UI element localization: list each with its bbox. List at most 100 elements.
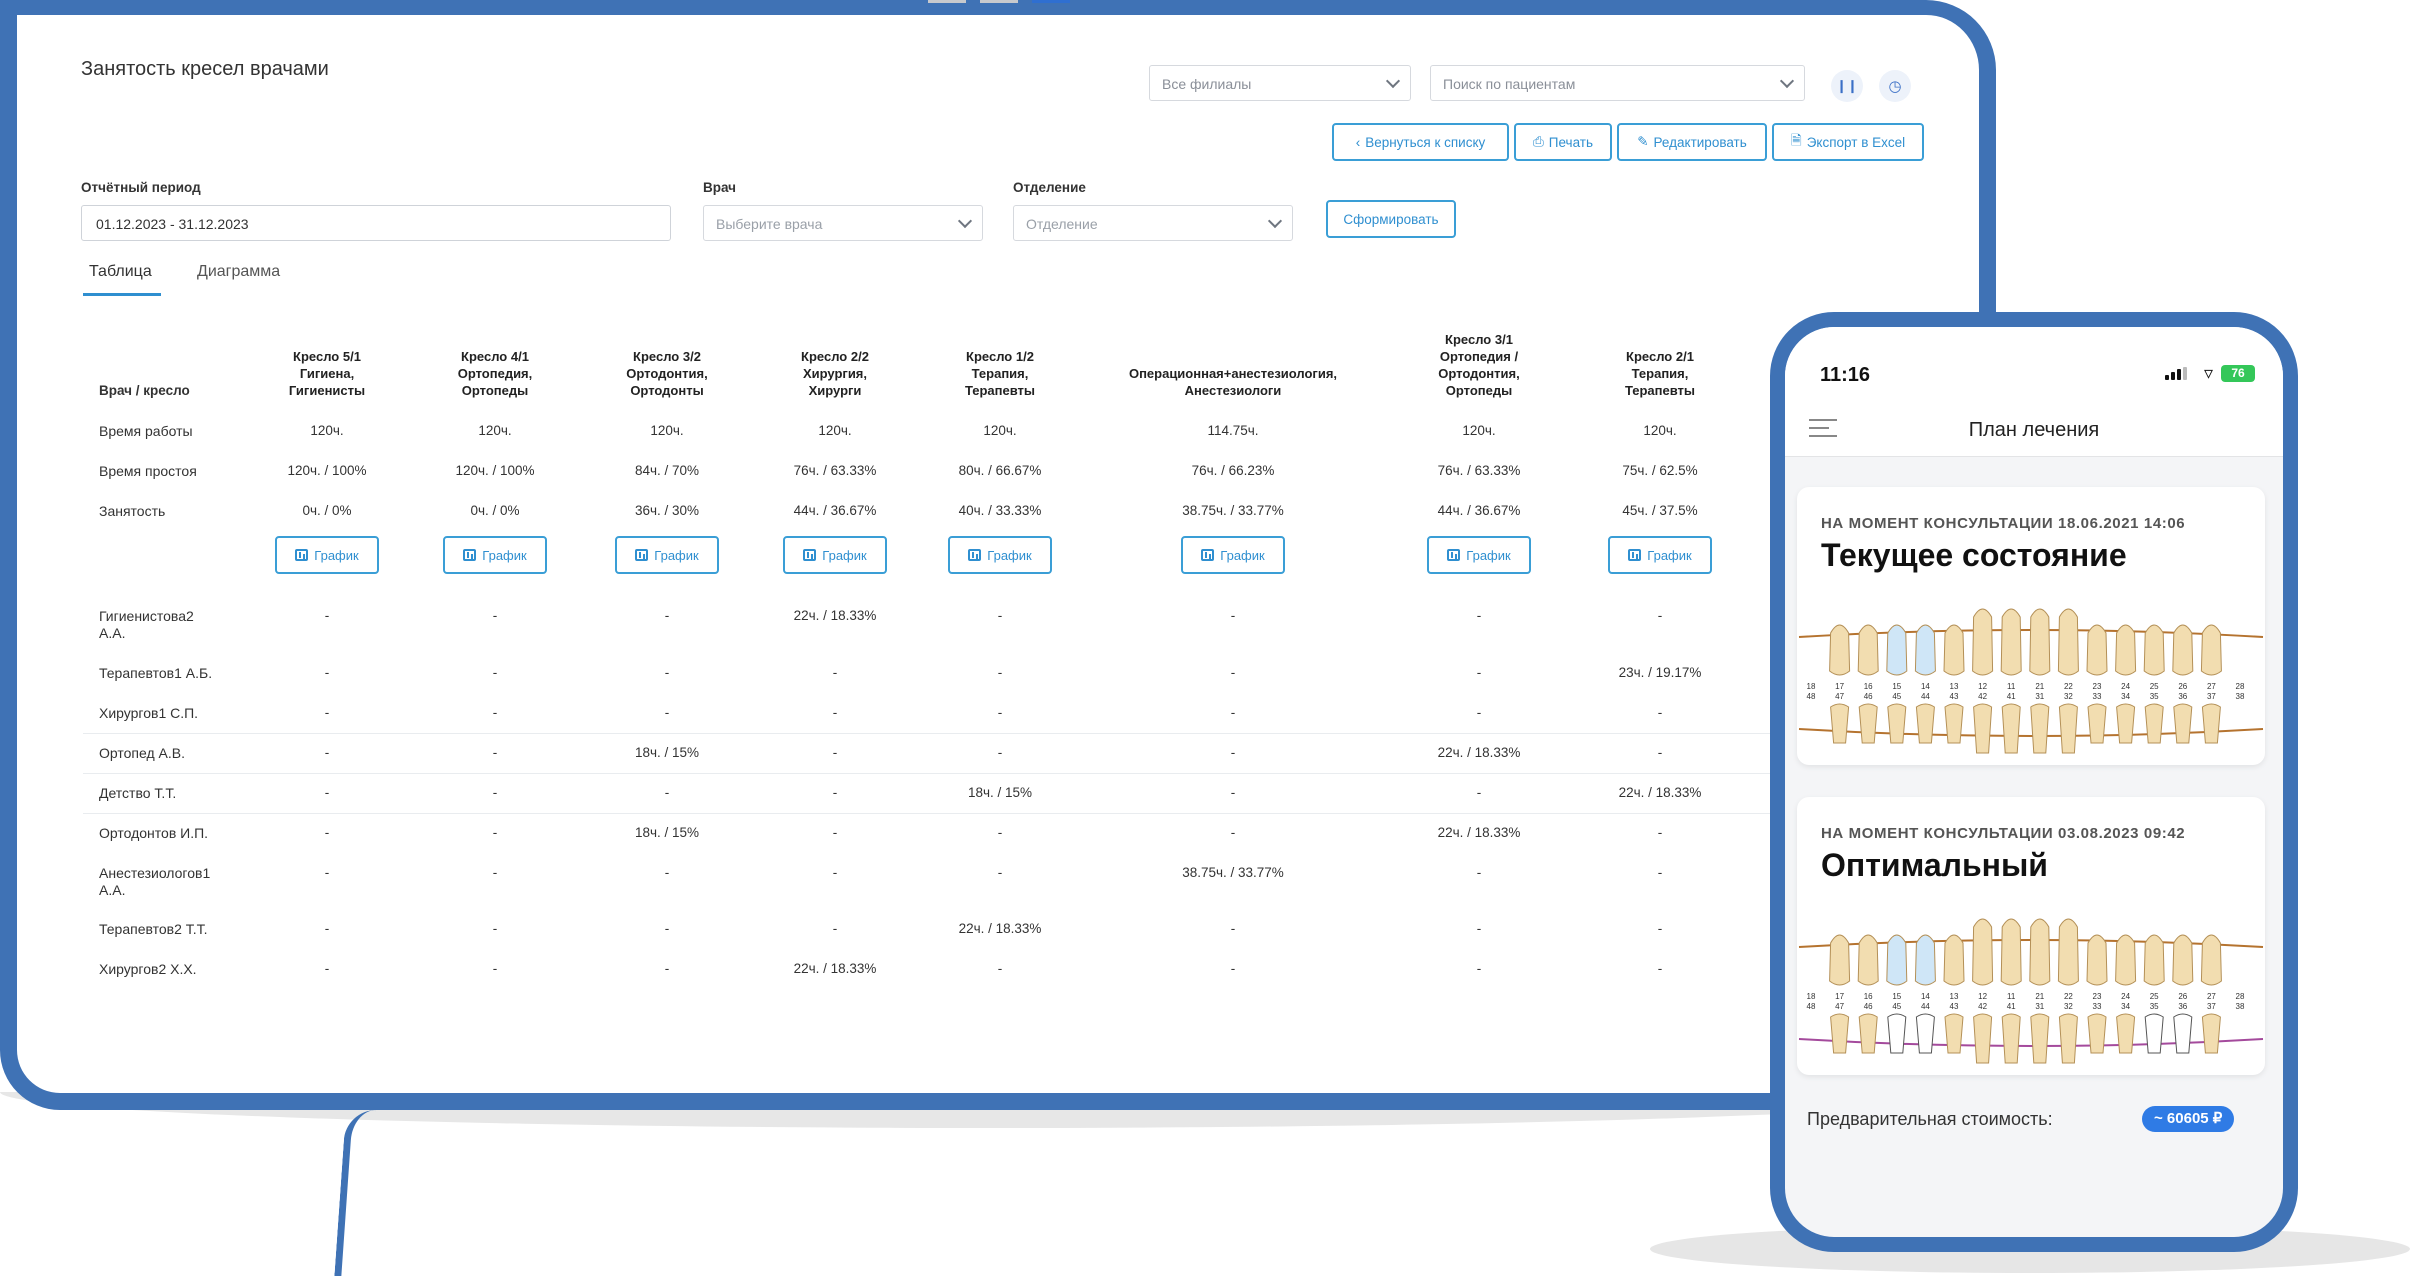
tooth-number: 34 [2121, 692, 2130, 701]
pager-dot[interactable] [980, 0, 1018, 3]
table-cell: - [832, 665, 838, 680]
card-subtitle: НА МОМЕНТ КОНСУЛЬТАЦИИ 18.06.2021 14:06 [1821, 515, 2186, 532]
lower-tooth [2173, 703, 2193, 744]
table-cell: - [997, 705, 1003, 720]
doctor-name-line: Терапевтов1 А.Б. [99, 665, 213, 681]
hamburger-menu-icon[interactable] [1809, 419, 1837, 443]
table-cell: - [324, 921, 330, 936]
chart-button[interactable]: График [948, 536, 1052, 574]
print-button[interactable]: ⎙ Печать [1514, 123, 1612, 161]
table-cell: - [492, 865, 498, 880]
branch-select[interactable]: Все филиалы [1149, 65, 1411, 101]
tab-diagram[interactable]: Диаграмма [197, 263, 281, 280]
table-cell: 0ч. / 0% [302, 503, 352, 518]
export-excel-button[interactable]: 🗎 Экспорт в Excel [1772, 123, 1924, 161]
column-header-line: Хирурги [808, 383, 862, 398]
dept-select[interactable]: Отделение [1013, 205, 1293, 241]
table-cell: 18ч. / 15% [634, 745, 700, 760]
chart-button[interactable]: График [783, 536, 887, 574]
clock-button[interactable]: ◷ [1879, 70, 1911, 102]
upper-tooth [1972, 918, 1994, 986]
table-cell: - [832, 825, 838, 840]
column-header-line: Кресло 3/1 [1445, 332, 1513, 347]
lower-tooth [1858, 703, 1878, 744]
table-cell: 120ч. [1643, 423, 1677, 438]
table-cell: - [664, 608, 670, 623]
tooth-number: 45 [1892, 692, 1901, 701]
upper-tooth [2029, 918, 2051, 986]
column-header-line: Терапия, [971, 366, 1029, 381]
tooth-number: 25 [2150, 992, 2159, 1001]
tooth-number: 36 [2178, 692, 2187, 701]
column-header-line: Операционная+анестезиология, [1128, 366, 1338, 381]
pager-dot[interactable] [928, 0, 966, 3]
pager-dot[interactable] [1032, 0, 1070, 3]
table-cell: 84ч. / 70% [634, 463, 700, 478]
table-cell: 38.75ч. / 33.77% [1182, 865, 1284, 880]
export-excel-label: Экспорт в Excel [1806, 134, 1906, 150]
tooth-number: 41 [2007, 692, 2016, 701]
edit-button[interactable]: ✎ Редактировать [1617, 123, 1767, 161]
chevron-down-icon [1385, 73, 1401, 89]
doctor-row-label: Хирургов2 Х.Х. [99, 961, 197, 978]
lower-tooth [1830, 703, 1850, 744]
table-cell: - [492, 785, 498, 800]
chart-button[interactable]: График [1608, 536, 1712, 574]
tooth-number: 37 [2207, 1002, 2216, 1011]
upper-tooth [1886, 934, 1908, 986]
generate-button[interactable]: Сформировать [1326, 200, 1456, 238]
doctor-row-label: Хирургов1 С.П. [99, 705, 198, 722]
back-to-list-button[interactable]: ‹ Вернуться к списку [1332, 123, 1509, 161]
upper-tooth [2000, 608, 2022, 676]
current-state-card[interactable]: НА МОМЕНТ КОНСУЛЬТАЦИИ 18.06.2021 14:06 … [1797, 487, 2265, 765]
table-cell: - [1657, 608, 1663, 623]
upper-tooth [2143, 624, 2165, 676]
tooth-number: 23 [2093, 682, 2102, 691]
tooth-number: 14 [1921, 682, 1930, 691]
card-heading: Текущее состояние [1821, 537, 2127, 573]
column-header-line: Терапевты [964, 383, 1036, 398]
table-cell: 76ч. / 66.23% [1191, 463, 1275, 478]
chart-button[interactable]: График [1427, 536, 1531, 574]
lower-tooth [2001, 703, 2021, 754]
table-cell: 22ч. / 18.33% [958, 921, 1042, 936]
column-header: Кресло 5/1 Гигиена, Гигиенисты [252, 348, 402, 399]
table-cell: 18ч. / 15% [967, 785, 1033, 800]
column-header: Кресло 2/1 Терапия, Терапевты [1585, 348, 1735, 399]
chevron-down-icon [1779, 73, 1795, 89]
table-cell: - [997, 961, 1003, 976]
lower-tooth [2058, 703, 2078, 754]
tooth-number: 38 [2236, 1002, 2245, 1011]
chart-icon [803, 549, 817, 561]
table-cell: - [492, 825, 498, 840]
chart-button[interactable]: График [1181, 536, 1285, 574]
table-cell: 120ч. [818, 423, 852, 438]
table-cell: - [1476, 705, 1482, 720]
back-to-list-label: Вернуться к списку [1365, 134, 1486, 150]
column-header-line: Гигиена, [299, 366, 355, 381]
chart-button[interactable]: График [275, 536, 379, 574]
patient-search-input[interactable]: Поиск по пациентам [1430, 65, 1805, 101]
column-header-line: Кресло 4/1 [461, 349, 529, 364]
doctor-name-line: Ортодонтов И.П. [99, 825, 209, 841]
column-header-line: Терапевты [1624, 383, 1696, 398]
monitor-stand [334, 1110, 376, 1276]
columns-button[interactable]: ❙❙ [1831, 70, 1863, 102]
doctor-name-line: Ортопед А.В. [99, 745, 185, 761]
pencil-icon: ✎ [1637, 134, 1649, 149]
column-header: Кресло 2/2 Хирургия, Хирурги [760, 348, 910, 399]
chart-icon [635, 549, 649, 561]
column-header-line: Терапия, [1631, 366, 1689, 381]
optimal-plan-card[interactable]: НА МОМЕНТ КОНСУЛЬТАЦИИ 03.08.2023 09:42 … [1797, 797, 2265, 1075]
tooth-number: 46 [1864, 692, 1873, 701]
chart-button[interactable]: График [615, 536, 719, 574]
tab-table[interactable]: Таблица [89, 263, 152, 280]
doctor-name-line: А.А. [99, 882, 126, 898]
doctor-row-label: Терапевтов2 Т.Т. [99, 921, 208, 938]
lower-tooth [1944, 1013, 1964, 1054]
summary-row-label: Время простоя [99, 463, 197, 479]
doctor-select[interactable]: Выберите врача [703, 205, 983, 241]
column-header-line: Хирургия, [802, 366, 868, 381]
chart-button[interactable]: График [443, 536, 547, 574]
period-input[interactable]: 01.12.2023 - 31.12.2023 [81, 205, 671, 241]
